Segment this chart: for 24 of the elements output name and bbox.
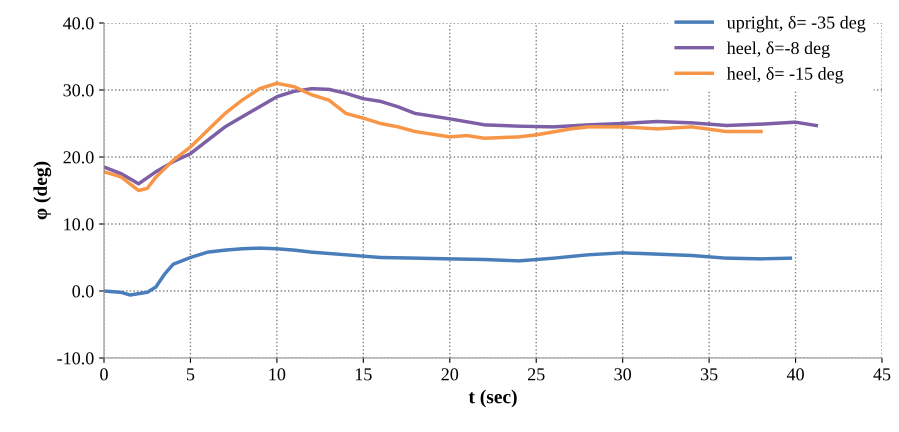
line-series xyxy=(104,86,818,186)
x-tick-label: 25 xyxy=(528,368,545,380)
y-tick-label: 20.0 xyxy=(63,151,94,164)
x-tick-label: 45 xyxy=(873,368,890,380)
legend-label: upright, δ= -35 deg xyxy=(726,16,866,32)
x-tick-label: 40 xyxy=(786,368,804,380)
x-tick-label: 35 xyxy=(700,368,718,380)
x-tick-label: 15 xyxy=(356,368,372,380)
legend-label: heel, δ=-8 deg xyxy=(726,41,830,58)
line-series xyxy=(104,246,792,297)
legend-label: heel, δ= -15 deg xyxy=(726,66,844,84)
y-tick-label: 40.0 xyxy=(63,17,94,30)
x-axis-title: t (sec) xyxy=(468,390,517,408)
y-axis-title: φ (deg) xyxy=(33,162,52,220)
x-tick-label: 5 xyxy=(186,368,194,380)
y-tick-label: 30.0 xyxy=(64,84,94,97)
x-tick-label: 10 xyxy=(269,368,286,380)
line-series xyxy=(104,82,763,192)
y-tick-label: -10.0 xyxy=(57,352,94,365)
x-tick-label: 20 xyxy=(442,368,458,380)
x-tick-label: 0 xyxy=(100,368,108,380)
y-tick-label: 0.0 xyxy=(72,285,94,298)
y-tick-label: 10.0 xyxy=(64,218,94,231)
x-tick-label: 30 xyxy=(614,368,632,380)
